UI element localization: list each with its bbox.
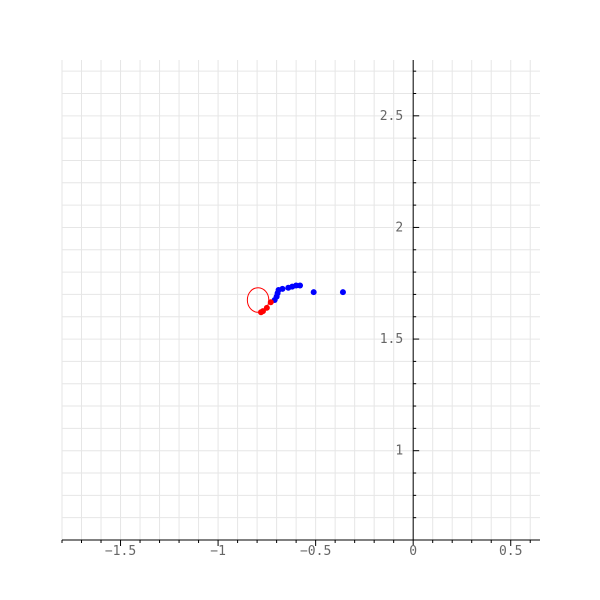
y-tick-label: 1.5 [380, 332, 403, 347]
grid-lines [61, 60, 540, 541]
data-point-series-1 [267, 299, 274, 306]
data-point-series-0 [310, 289, 317, 296]
x-tick-label: 0 [409, 544, 417, 559]
y-tick-label: 2.5 [380, 109, 403, 124]
data-point-series-1 [263, 304, 270, 311]
data-points [258, 282, 346, 316]
data-point-series-1 [258, 309, 265, 316]
tick-marks [61, 70, 531, 546]
x-tick-label: 0.5 [499, 544, 522, 559]
tick-labels: −1.5 −1 −0.5 0 0.5 1 1.5 2 2.5 [105, 109, 523, 559]
data-point-series-0 [285, 284, 292, 291]
y-tick-label: 2 [395, 220, 403, 235]
axes [62, 60, 540, 541]
x-tick-label: −0.5 [300, 544, 331, 559]
y-tick-label: 1 [395, 444, 403, 459]
x-tick-label: −1.5 [105, 544, 136, 559]
data-point-series-0 [339, 289, 346, 296]
x-tick-label: −1 [210, 544, 226, 559]
